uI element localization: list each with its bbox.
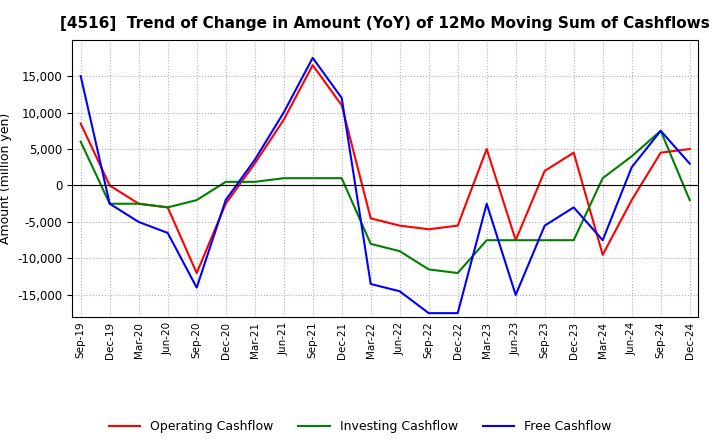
Line: Operating Cashflow: Operating Cashflow (81, 65, 690, 273)
Investing Cashflow (279, 176, 288, 181)
Free Cashflow (657, 128, 665, 133)
Investing Cashflow (511, 238, 520, 243)
Operating Cashflow (338, 103, 346, 108)
Operating Cashflow (627, 198, 636, 203)
Investing Cashflow (541, 238, 549, 243)
Investing Cashflow (76, 139, 85, 144)
Investing Cashflow (482, 238, 491, 243)
Operating Cashflow (598, 252, 607, 257)
Investing Cashflow (366, 241, 375, 246)
Operating Cashflow (454, 223, 462, 228)
Free Cashflow (163, 230, 172, 235)
Free Cashflow (511, 292, 520, 297)
Investing Cashflow (338, 176, 346, 181)
Operating Cashflow (163, 205, 172, 210)
Free Cashflow (135, 219, 143, 224)
Operating Cashflow (192, 271, 201, 276)
Operating Cashflow (541, 168, 549, 173)
Free Cashflow (221, 198, 230, 203)
Free Cashflow (308, 55, 317, 60)
Free Cashflow (598, 238, 607, 243)
Investing Cashflow (192, 198, 201, 203)
Free Cashflow (366, 281, 375, 286)
Free Cashflow (685, 161, 694, 166)
Legend: Operating Cashflow, Investing Cashflow, Free Cashflow: Operating Cashflow, Investing Cashflow, … (104, 415, 616, 438)
Investing Cashflow (135, 201, 143, 206)
Operating Cashflow (685, 147, 694, 152)
Operating Cashflow (135, 201, 143, 206)
Free Cashflow (279, 110, 288, 115)
Free Cashflow (570, 205, 578, 210)
Free Cashflow (395, 289, 404, 294)
Investing Cashflow (424, 267, 433, 272)
Free Cashflow (454, 311, 462, 316)
Operating Cashflow (424, 227, 433, 232)
Line: Investing Cashflow: Investing Cashflow (81, 131, 690, 273)
Line: Free Cashflow: Free Cashflow (81, 58, 690, 313)
Operating Cashflow (105, 183, 114, 188)
Free Cashflow (424, 311, 433, 316)
Free Cashflow (251, 158, 259, 163)
Operating Cashflow (366, 216, 375, 221)
Investing Cashflow (570, 238, 578, 243)
Investing Cashflow (163, 205, 172, 210)
Operating Cashflow (482, 147, 491, 152)
Investing Cashflow (251, 179, 259, 184)
Investing Cashflow (627, 154, 636, 159)
Operating Cashflow (511, 238, 520, 243)
Investing Cashflow (657, 128, 665, 133)
Investing Cashflow (454, 271, 462, 276)
Investing Cashflow (221, 179, 230, 184)
Free Cashflow (541, 223, 549, 228)
Operating Cashflow (76, 121, 85, 126)
Y-axis label: Amount (million yen): Amount (million yen) (0, 113, 12, 244)
Operating Cashflow (657, 150, 665, 155)
Free Cashflow (627, 165, 636, 170)
Investing Cashflow (598, 176, 607, 181)
Investing Cashflow (395, 249, 404, 254)
Free Cashflow (76, 73, 85, 79)
Investing Cashflow (685, 198, 694, 203)
Free Cashflow (338, 95, 346, 101)
Free Cashflow (482, 201, 491, 206)
Operating Cashflow (221, 201, 230, 206)
Investing Cashflow (105, 201, 114, 206)
Free Cashflow (105, 201, 114, 206)
Operating Cashflow (308, 62, 317, 68)
Free Cashflow (192, 285, 201, 290)
Investing Cashflow (308, 176, 317, 181)
Title: [4516]  Trend of Change in Amount (YoY) of 12Mo Moving Sum of Cashflows: [4516] Trend of Change in Amount (YoY) o… (60, 16, 710, 32)
Operating Cashflow (251, 161, 259, 166)
Operating Cashflow (395, 223, 404, 228)
Operating Cashflow (279, 117, 288, 122)
Operating Cashflow (570, 150, 578, 155)
